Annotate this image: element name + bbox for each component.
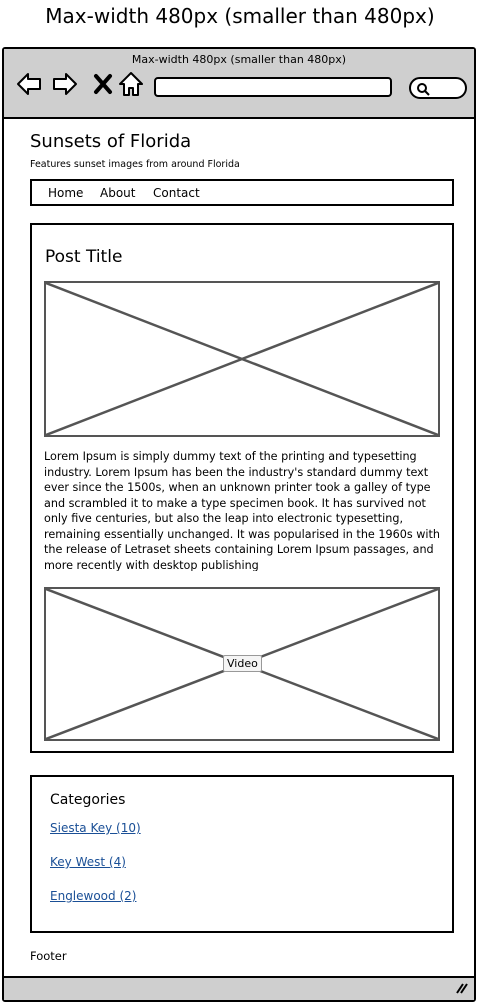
category-link[interactable]: Siesta Key (10) — [50, 821, 141, 835]
nav-contact-link[interactable]: Contact — [153, 186, 200, 200]
close-icon[interactable] — [92, 71, 118, 97]
post-article: Post Title Lorem Ipsum is simply dummy t… — [30, 223, 454, 753]
back-arrow-icon[interactable] — [16, 71, 42, 97]
site-title: Sunsets of Florida — [30, 131, 192, 152]
address-bar[interactable] — [154, 77, 392, 97]
post-title: Post Title — [45, 247, 123, 267]
nav-home-link[interactable]: Home — [48, 186, 84, 200]
forward-arrow-icon[interactable] — [52, 71, 78, 97]
search-icon — [417, 83, 430, 96]
image-placeholder — [44, 281, 440, 437]
main-navigation: Home About Contact — [30, 179, 454, 206]
categories-panel: Categories Siesta Key (10) Key West (4) … — [30, 775, 454, 933]
categories-heading: Categories — [50, 792, 126, 808]
site-tagline: Features sunset images from around Flori… — [30, 159, 240, 170]
browser-window: Max-width 480px (smaller than 480px) Sun… — [2, 47, 476, 1002]
category-link[interactable]: Englewood (2) — [50, 889, 137, 903]
nav-about-link[interactable]: About — [100, 186, 136, 200]
video-label[interactable]: Video — [223, 655, 262, 672]
post-body-text: Lorem Ipsum is simply dummy text of the … — [44, 450, 440, 571]
wireframe-caption: Max-width 480px (smaller than 480px) — [45, 4, 435, 28]
window-title: Max-width 480px (smaller than 480px) — [131, 53, 347, 66]
browser-toolbar: Max-width 480px (smaller than 480px) — [4, 49, 474, 119]
browser-status-bar — [4, 976, 474, 1000]
category-link[interactable]: Key West (4) — [50, 855, 126, 869]
resize-grip-icon[interactable] — [454, 982, 468, 994]
home-icon[interactable] — [118, 71, 144, 97]
search-field[interactable] — [409, 77, 467, 99]
page-footer: Footer — [30, 949, 67, 963]
video-placeholder[interactable]: Video — [44, 587, 440, 741]
